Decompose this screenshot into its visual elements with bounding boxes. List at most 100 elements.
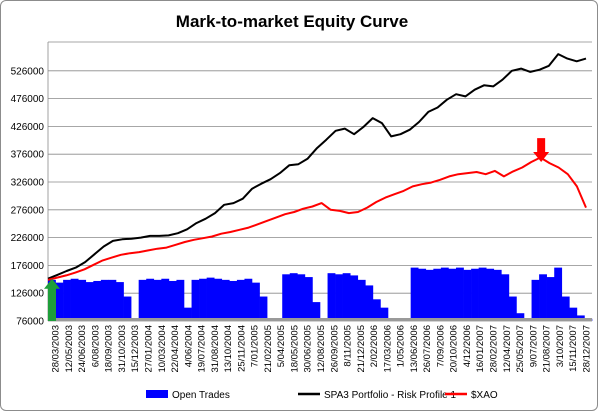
x-tick-label-6: 15/12/2003 <box>130 325 141 373</box>
open-trades-bar <box>206 277 215 321</box>
open-trades-bar <box>191 279 200 321</box>
open-trades-bar <box>493 269 502 321</box>
x-tick-label-0: 28/03/2003 <box>51 325 62 373</box>
open-trades-bar <box>116 282 124 321</box>
open-trades-bar <box>486 268 495 321</box>
open-trades-bar <box>539 274 547 321</box>
x-tick-label-19: 30/06/2005 <box>303 325 314 373</box>
open-trades-bar <box>478 267 487 321</box>
xao-line <box>47 156 587 281</box>
x-tick-label-14: 25/11/2004 <box>236 325 247 372</box>
open-trades-bar <box>448 268 457 321</box>
open-trades-area <box>48 267 593 321</box>
x-tick-label-17: 5/04/2005 <box>276 325 287 367</box>
open-trades-bar <box>297 274 306 321</box>
open-trades-bar <box>146 278 155 321</box>
series-lines <box>47 53 587 281</box>
open-trades-bar <box>531 279 540 321</box>
x-tick-label-9: 22/04/2004 <box>170 325 181 373</box>
open-trades-bar <box>78 279 87 321</box>
x-tick-label-32: 16/01/2007 <box>475 325 486 373</box>
legend-label-2: $XAO <box>471 390 498 401</box>
open-trades-bar <box>508 296 517 321</box>
x-tick-label-3: 6/08/2003 <box>90 325 101 367</box>
open-trades-bar <box>252 282 260 321</box>
open-trades-bar <box>108 279 117 321</box>
annotations <box>44 138 550 321</box>
x-tick-label-5: 31/10/2003 <box>117 325 128 373</box>
open-trades-bar <box>289 273 298 321</box>
open-trades-bar <box>350 275 359 321</box>
legend-label-0: Open Trades <box>172 390 230 401</box>
x-tick-label-35: 25/05/2007 <box>515 325 526 373</box>
open-trades-bar <box>425 269 434 321</box>
open-trades-bar <box>236 279 245 321</box>
y-tick-label-0: 76000 <box>16 317 44 328</box>
legend-swatch-open-trades <box>146 390 168 398</box>
open-trades-bar <box>569 307 578 321</box>
x-tick-label-28: 26/07/2006 <box>422 325 433 373</box>
open-trades-bar <box>244 278 253 321</box>
open-trades-bar <box>357 279 366 321</box>
open-trades-bar <box>365 285 374 321</box>
open-trades-bar <box>153 279 162 321</box>
x-tick-label-22: 8/11/2005 <box>343 325 354 367</box>
open-trades-bar <box>199 278 207 321</box>
open-trades-bar <box>433 268 442 321</box>
open-trades-bar <box>554 267 563 321</box>
open-trades-bar <box>93 280 102 321</box>
open-trades-bar <box>463 269 472 321</box>
open-trades-bar <box>55 282 64 321</box>
x-tick-label-29: 7/09/2006 <box>435 325 446 367</box>
chart-title: Mark-to-market Equity Curve <box>176 12 408 31</box>
open-trades-bar <box>561 296 570 321</box>
red-down-arrow <box>533 138 550 162</box>
x-tick-label-30: 20/10/2006 <box>449 325 460 373</box>
x-tick-label-27: 13/06/2006 <box>409 325 420 373</box>
grid-lines <box>47 41 592 322</box>
open-trades-bar <box>312 302 321 321</box>
y-tick-label-3: 226000 <box>11 233 45 244</box>
legend-label-1: SPA3 Portfolio - Risk Profile 1 <box>324 390 457 401</box>
x-tick-label-20: 12/08/2005 <box>316 325 327 373</box>
x-tick-label-38: 3/10/2007 <box>555 325 566 367</box>
x-tick-label-16: 21/02/2005 <box>263 325 274 373</box>
open-trades-bar <box>471 268 479 321</box>
x-tick-label-18: 18/05/2005 <box>289 325 300 373</box>
open-trades-bar <box>418 268 427 321</box>
x-tick-label-15: 7/01/2005 <box>250 325 261 367</box>
y-tick-label-4: 276000 <box>11 205 45 216</box>
open-trades-bar <box>546 277 555 321</box>
open-trades-bar <box>259 296 268 321</box>
open-trades-bar <box>168 280 177 321</box>
open-trades-bar <box>123 296 132 321</box>
x-tick-label-24: 2/02/2006 <box>369 325 380 367</box>
x-tick-label-31: 4/12/2006 <box>462 325 473 367</box>
x-tick-label-21: 26/09/2005 <box>329 325 340 373</box>
open-trades-bar <box>501 274 510 321</box>
x-tick-label-25: 17/03/2006 <box>382 325 393 373</box>
x-tick-label-39: 15/11/2007 <box>568 325 579 372</box>
open-trades-bar <box>335 274 343 321</box>
open-trades-bar <box>176 279 185 321</box>
green-up-arrow <box>44 278 60 321</box>
portfolio-line <box>47 53 587 280</box>
x-tick-label-2: 24/06/2003 <box>77 325 88 373</box>
x-tick-label-36: 9/07/2007 <box>528 325 539 367</box>
x-axis-band <box>48 318 592 321</box>
x-tick-label-1: 12/05/2003 <box>64 325 75 373</box>
open-trades-bar <box>138 279 147 321</box>
open-trades-bar <box>342 273 351 321</box>
open-trades-bar <box>100 279 109 321</box>
y-tick-label-1: 126000 <box>11 289 45 300</box>
y-tick-label-7: 426000 <box>11 122 45 133</box>
legend: Open Trades SPA3 Portfolio - Risk Profile… <box>146 390 498 401</box>
y-tick-label-8: 476000 <box>11 94 45 105</box>
open-trades-bar <box>380 307 389 321</box>
x-tick-label-37: 21/08/2007 <box>542 325 553 373</box>
y-tick-label-6: 376000 <box>11 150 45 161</box>
open-trades-bar <box>456 267 464 321</box>
open-trades-bar <box>229 280 238 321</box>
